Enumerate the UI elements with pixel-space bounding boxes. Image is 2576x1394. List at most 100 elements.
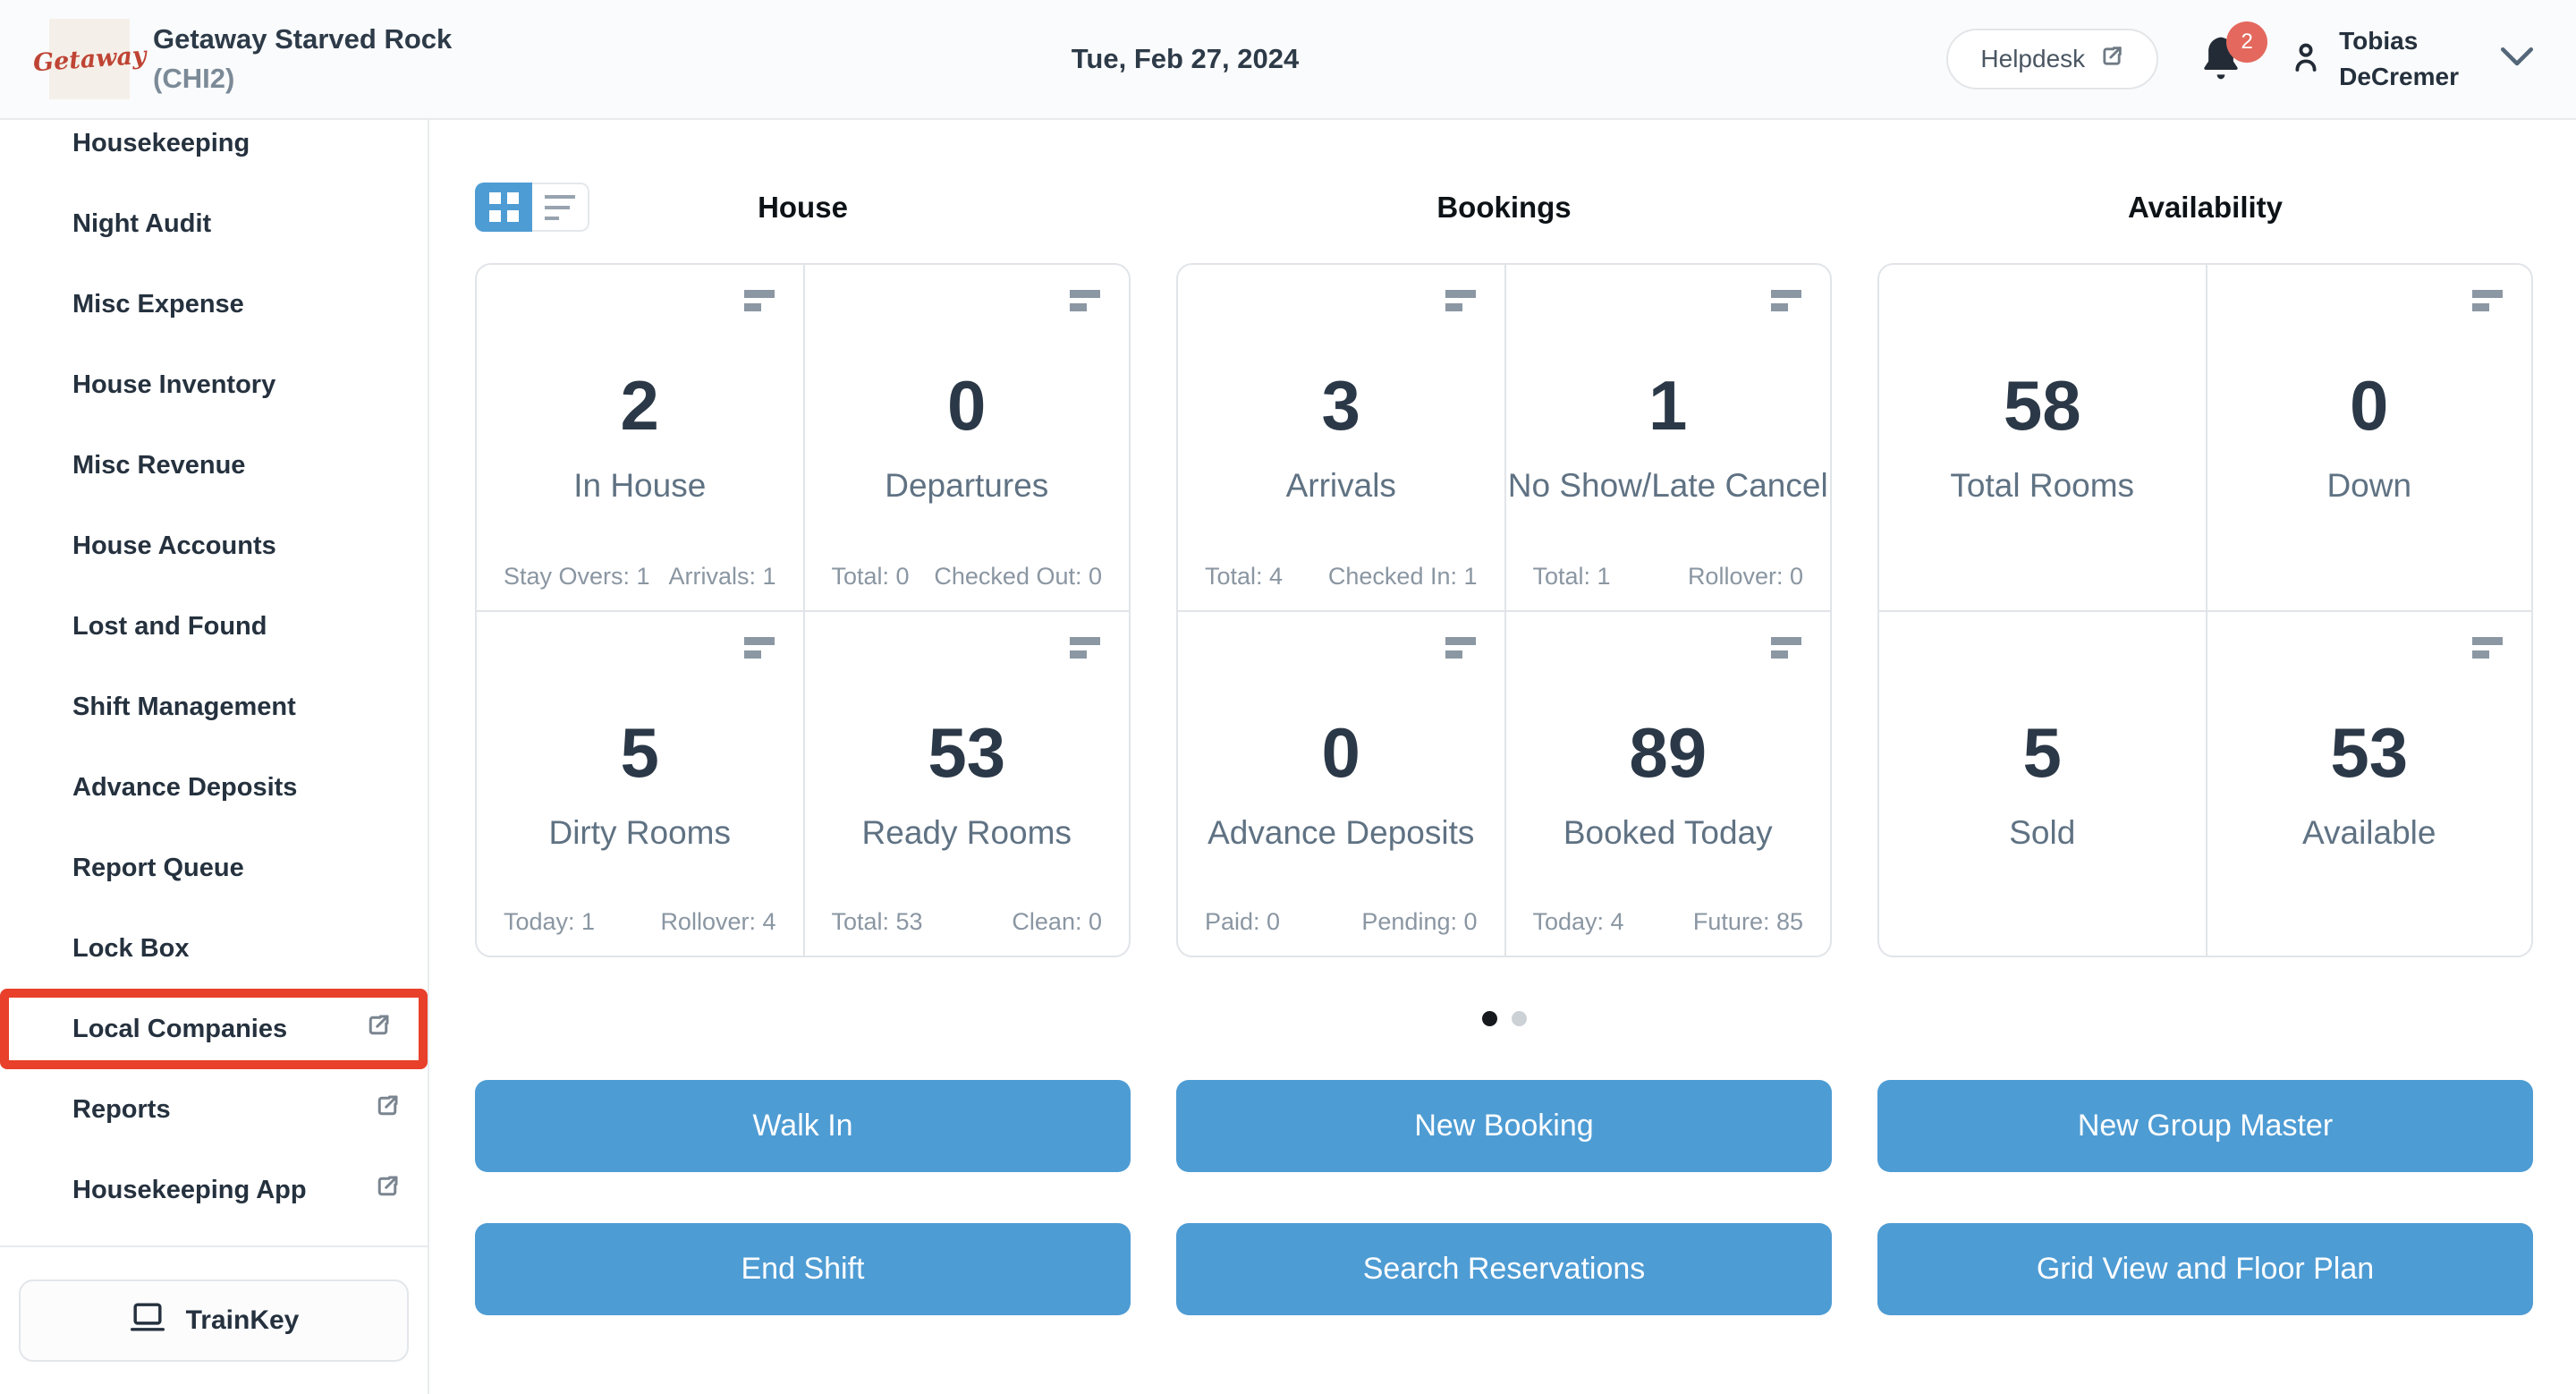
new-group-master-button[interactable]: New Group Master <box>1877 1080 2533 1172</box>
property-title: Getaway Starved Rock (CHI2) <box>153 20 452 98</box>
stat-value: 1 <box>1648 366 1688 445</box>
card-menu-icon[interactable] <box>743 290 775 311</box>
stat-card-departures[interactable]: 0 Departures Total: 0 Checked Out: 0 <box>802 265 1130 610</box>
stat-card-sold[interactable]: 5 Sold <box>1879 610 2206 956</box>
list-view-button[interactable] <box>532 183 589 232</box>
substat-right: Rollover: 0 <box>1687 563 1803 590</box>
card-menu-icon[interactable] <box>1445 637 1476 659</box>
stat-label: Departures <box>885 467 1049 504</box>
notification-badge: 2 <box>2226 21 2268 63</box>
external-link-icon <box>374 1092 401 1126</box>
stat-card-available[interactable]: 53 Available <box>2205 610 2531 956</box>
bookings-card-grid: 3 Arrivals Total: 4 Checked In: 1 1 No S… <box>1176 263 1832 957</box>
sidebar-item-housekeeping[interactable]: Housekeeping <box>0 120 428 183</box>
sidebar-item-misc-revenue[interactable]: Misc Revenue <box>0 425 428 506</box>
stat-card-booked-today[interactable]: 89 Booked Today Today: 4 Future: 85 <box>1504 610 1830 956</box>
sidebar-item-housekeeping-app[interactable]: Housekeeping App <box>0 1150 428 1230</box>
stat-card-advance-deposits[interactable]: 0 Advance Deposits Paid: 0 Pending: 0 <box>1178 610 1504 956</box>
substat-right: Rollover: 4 <box>660 908 776 935</box>
sidebar-item-shift-management[interactable]: Shift Management <box>0 667 428 747</box>
walk-in-button[interactable]: Walk In <box>475 1080 1131 1172</box>
pagination-dot-active[interactable] <box>1481 1011 1497 1026</box>
external-link-icon <box>374 1173 401 1207</box>
view-toggle <box>475 183 589 232</box>
stat-card-dirty-rooms[interactable]: 5 Dirty Rooms Today: 1 Rollover: 4 <box>477 610 803 956</box>
sidebar-nav: Housekeeping Night Audit Misc Expense Ho… <box>0 120 429 1394</box>
stat-card-total-rooms[interactable]: 58 Total Rooms <box>1879 265 2206 610</box>
substat-left: Stay Overs: 1 <box>504 563 650 590</box>
section-availability: Availability 58 Total Rooms 0 Down 5 Sol… <box>1877 181 2533 1394</box>
section-title-bookings: Bookings <box>1436 190 1572 224</box>
card-menu-icon[interactable] <box>2472 637 2503 659</box>
sidebar-item-label: Reports <box>72 1094 171 1124</box>
availability-header: Availability <box>1877 181 2533 234</box>
search-reservations-button[interactable]: Search Reservations <box>1176 1223 1832 1315</box>
person-icon <box>2287 37 2325 82</box>
pagination-dot[interactable] <box>1511 1011 1527 1026</box>
card-menu-icon[interactable] <box>1445 290 1476 311</box>
stat-label: Sold <box>2009 814 2076 851</box>
sidebar-item-label: Local Companies <box>72 1014 288 1043</box>
sidebar-item-report-queue[interactable]: Report Queue <box>0 828 428 908</box>
sidebar-item-house-accounts[interactable]: House Accounts <box>0 506 428 586</box>
stat-value: 53 <box>928 713 1006 792</box>
card-menu-icon[interactable] <box>743 637 775 659</box>
sidebar-item-house-inventory[interactable]: House Inventory <box>0 344 428 425</box>
card-menu-icon[interactable] <box>1771 637 1801 659</box>
helpdesk-label: Helpdesk <box>1980 45 2086 72</box>
sidebar-item-label: Housekeeping <box>72 128 250 157</box>
chevron-down-icon[interactable] <box>2498 44 2536 75</box>
stat-card-ready-rooms[interactable]: 53 Ready Rooms Total: 53 Clean: 0 <box>802 610 1129 956</box>
substat-right: Checked In: 1 <box>1327 563 1478 590</box>
card-menu-icon[interactable] <box>1070 637 1100 659</box>
external-link-icon <box>2099 44 2124 75</box>
substat-left: Total: 1 <box>1532 563 1611 590</box>
stat-card-arrivals[interactable]: 3 Arrivals Total: 4 Checked In: 1 <box>1178 265 1504 610</box>
user-name: Tobias DeCremer <box>2339 23 2459 95</box>
sidebar-item-reports[interactable]: Reports <box>0 1069 428 1150</box>
user-menu[interactable]: Tobias DeCremer <box>2287 23 2536 95</box>
new-booking-button[interactable]: New Booking <box>1176 1080 1832 1172</box>
card-menu-icon[interactable] <box>1771 290 1801 311</box>
sidebar-item-label: Lost and Found <box>72 611 267 641</box>
helpdesk-button[interactable]: Helpdesk <box>1946 29 2159 89</box>
stat-value: 2 <box>620 366 659 445</box>
bookings-header: Bookings <box>1176 181 1832 234</box>
stat-substats: Paid: 0 Pending: 0 <box>1205 908 1478 936</box>
availability-card-grid: 58 Total Rooms 0 Down 5 Sold 53 <box>1877 263 2533 957</box>
sidebar-item-misc-expense[interactable]: Misc Expense <box>0 264 428 344</box>
sidebar-item-night-audit[interactable]: Night Audit <box>0 183 428 264</box>
card-menu-icon[interactable] <box>1070 290 1100 311</box>
sidebar-item-lost-and-found[interactable]: Lost and Found <box>0 586 428 667</box>
substat-right: Pending: 0 <box>1361 908 1478 935</box>
grid-view-floor-plan-button[interactable]: Grid View and Floor Plan <box>1877 1223 2533 1315</box>
card-menu-icon[interactable] <box>2472 290 2503 311</box>
laptop-icon <box>129 1300 166 1341</box>
stat-card-down[interactable]: 0 Down <box>2205 265 2532 610</box>
sidebar-item-label: Advance Deposits <box>72 772 298 802</box>
sidebar-item-label: House Inventory <box>72 370 276 399</box>
section-bookings: Bookings 3 Arrivals Total: 4 Checked In:… <box>1176 181 1832 1394</box>
stat-card-no-show-late-cancel[interactable]: 1 No Show/Late Cancel Total: 1 Rollover:… <box>1504 265 1831 610</box>
sidebar-item-advance-deposits[interactable]: Advance Deposits <box>0 747 428 828</box>
spacer <box>1877 957 2533 1080</box>
sidebar-list: Housekeeping Night Audit Misc Expense Ho… <box>0 120 428 1245</box>
stat-label: Total Rooms <box>1950 467 2135 504</box>
section-house: House 2 In House Stay Overs: 1 Arrivals:… <box>475 181 1131 1394</box>
house-header: House <box>475 181 1131 234</box>
trainkey-button[interactable]: TrainKey <box>19 1279 409 1362</box>
stat-substats: Total: 4 Checked In: 1 <box>1205 563 1478 591</box>
notifications-button[interactable]: 2 <box>2198 21 2268 86</box>
substat-left: Total: 53 <box>831 908 923 935</box>
sidebar-footer: TrainKey <box>0 1245 428 1394</box>
getaway-logo: Getaway <box>32 19 147 99</box>
grid-view-button[interactable] <box>475 183 532 232</box>
stat-label: Available <box>2302 814 2436 851</box>
sidebar-item-local-companies[interactable]: Local Companies <box>0 989 428 1069</box>
property-code: (CHI2) <box>153 63 235 94</box>
sidebar-item-lock-box[interactable]: Lock Box <box>0 908 428 989</box>
stat-value: 53 <box>2330 713 2409 792</box>
end-shift-button[interactable]: End Shift <box>475 1223 1131 1315</box>
stat-card-in-house[interactable]: 2 In House Stay Overs: 1 Arrivals: 1 <box>477 265 803 610</box>
